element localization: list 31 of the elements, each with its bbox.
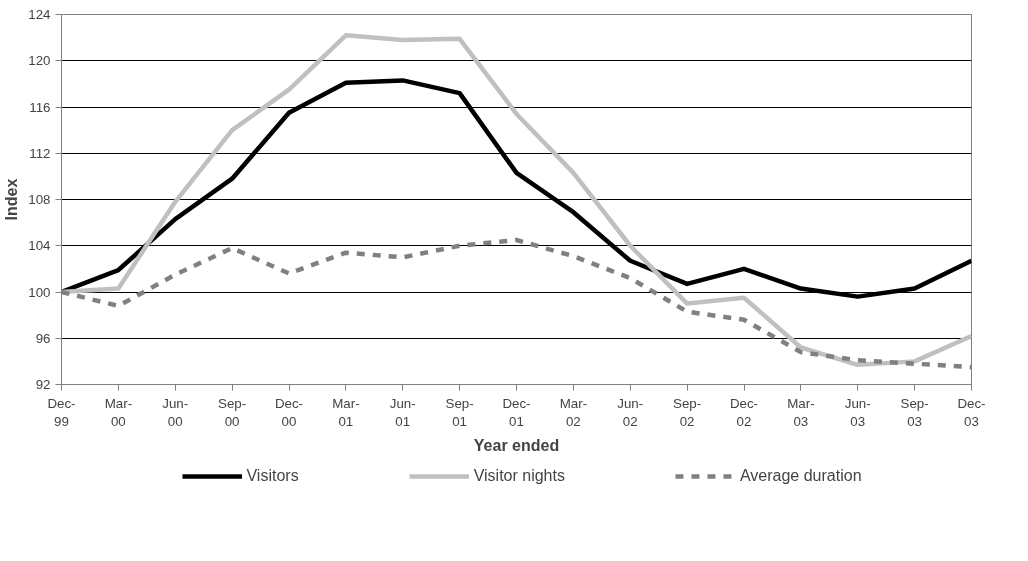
legend-label: Visitor nights — [473, 467, 565, 485]
x-axis-title: Year ended — [473, 436, 560, 454]
x-tick-label: Sep-02 — [673, 395, 702, 429]
y-tick-label: 100 — [28, 284, 51, 300]
y-tick-label: 108 — [28, 192, 51, 207]
x-tick-label: Jun-02 — [617, 395, 644, 429]
x-tick-label: Jun-03 — [844, 395, 871, 429]
x-tick-label: Dec-00 — [274, 395, 304, 429]
y-axis-title: Index — [3, 178, 21, 221]
x-tick-label: Mar-01 — [332, 395, 360, 429]
x-tick-label: Dec-01 — [502, 395, 531, 429]
x-tick-label: Mar-02 — [559, 395, 588, 429]
y-tick-label: 124 — [28, 7, 52, 22]
x-tick-label: Jun-01 — [389, 395, 416, 429]
y-tick-label: 92 — [35, 377, 51, 392]
x-tick-label: Jun-00 — [162, 395, 189, 429]
y-tick-label: 120 — [28, 53, 51, 69]
legend-label: Visitors — [246, 467, 299, 485]
x-tick-label: Dec-02 — [729, 395, 759, 429]
y-tick-label: 116 — [29, 99, 51, 115]
y-tick-label: 96 — [35, 330, 51, 346]
y-tick-label: 104 — [28, 238, 52, 254]
x-tick-label: Dec-03 — [957, 395, 986, 429]
x-tick-label: Sep-00 — [218, 395, 247, 429]
y-tick-label: 112 — [29, 145, 51, 161]
x-tick-label: Mar-00 — [104, 395, 133, 429]
legend-label: Average duration — [739, 467, 862, 485]
x-tick-label: Dec-99 — [47, 395, 76, 429]
x-tick-label: Mar-03 — [787, 395, 815, 429]
x-tick-label: Sep-01 — [445, 395, 474, 429]
x-tick-label: Sep-03 — [900, 395, 929, 429]
